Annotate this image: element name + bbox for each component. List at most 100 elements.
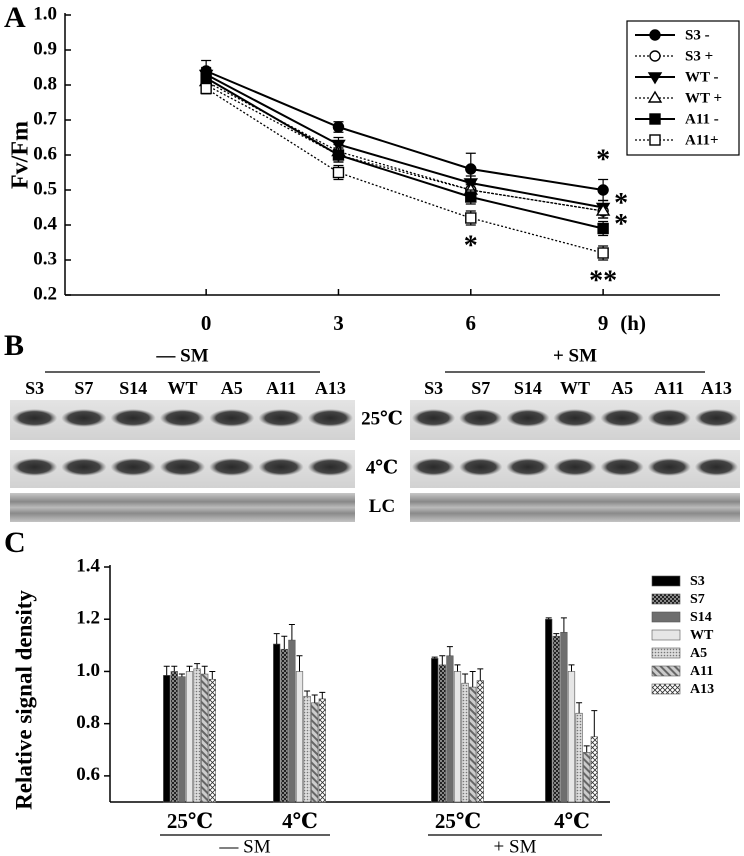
- legend-label: WT -: [685, 69, 718, 85]
- marker: [597, 184, 609, 196]
- x-tick-label: 25℃: [167, 809, 213, 833]
- band: [459, 458, 503, 476]
- error-bar: [178, 673, 185, 677]
- legend-label: A11 -: [685, 111, 719, 127]
- lane-label: S14: [514, 378, 542, 398]
- error-bar: [583, 745, 590, 753]
- band: [553, 458, 597, 476]
- error-bar: [568, 664, 575, 672]
- y-tick-label: 0.3: [33, 248, 57, 269]
- y-tick-label: 0.5: [33, 178, 57, 199]
- band: [11, 458, 58, 476]
- legend-label: A13: [690, 682, 714, 697]
- group-label: + SM: [494, 836, 537, 856]
- lane-label: WT: [167, 378, 197, 398]
- x-tick-label: 4℃: [554, 809, 590, 833]
- band: [553, 409, 597, 427]
- lane-label: A5: [611, 378, 633, 398]
- bar: [273, 643, 281, 803]
- band: [159, 458, 206, 476]
- band: [411, 458, 456, 476]
- series: [200, 59, 609, 202]
- legend-marker: [649, 113, 661, 125]
- legend-label: S14: [690, 610, 712, 625]
- series-line: [205, 80, 604, 212]
- band: [506, 458, 550, 476]
- error-bar: [273, 633, 280, 645]
- y-axis-title: Fv/Fm: [8, 121, 34, 189]
- legend-marker: [647, 72, 663, 85]
- x-tick-label: 4℃: [282, 809, 318, 833]
- band: [694, 409, 739, 427]
- bar: [170, 671, 178, 803]
- y-tick-label: 0.4: [33, 213, 57, 234]
- x-tick-label: 6: [466, 311, 477, 335]
- band: [506, 409, 550, 427]
- marker: [465, 191, 477, 203]
- annotation: *: [614, 209, 628, 240]
- bar: [476, 680, 484, 803]
- series-line: [205, 73, 604, 209]
- legend-marker: [647, 90, 663, 103]
- blot-strip: [410, 493, 740, 522]
- lane-label: A11: [266, 378, 296, 398]
- lane-label: S3: [424, 378, 443, 398]
- legend-swatch: [651, 647, 681, 659]
- error-bar: [469, 670, 476, 688]
- y-tick-label: 0.7: [33, 108, 57, 129]
- bar: [446, 655, 454, 803]
- panel-label: C: [4, 526, 26, 559]
- group-label: — SM: [218, 836, 270, 856]
- error-bar: [446, 646, 453, 656]
- error-bar: [163, 665, 170, 676]
- series: [198, 66, 611, 216]
- y-axis-title: Relative signal density: [11, 590, 36, 810]
- band: [600, 458, 644, 476]
- lane-label: S7: [74, 378, 93, 398]
- band: [110, 409, 156, 427]
- legend-label: S3 -: [685, 27, 710, 43]
- group-label: + SM: [553, 345, 597, 366]
- lane-label: A13: [701, 378, 732, 398]
- error-bar: [462, 673, 469, 684]
- error-bar: [454, 664, 461, 672]
- error-bar: [311, 694, 318, 703]
- error-bar: [439, 655, 446, 665]
- legend-label: WT: [690, 628, 714, 643]
- y-tick-label: 0.8: [33, 73, 57, 94]
- band: [647, 409, 691, 427]
- legend-label: S7: [690, 592, 705, 607]
- bar: [185, 671, 194, 803]
- legend-label: A11: [690, 664, 713, 679]
- panel-label: A: [4, 1, 26, 34]
- bar: [567, 671, 576, 803]
- legend-label: WT +: [685, 90, 722, 106]
- marker: [200, 82, 212, 95]
- bar: [590, 736, 598, 803]
- band: [61, 458, 107, 476]
- legend-label: A5: [690, 646, 707, 661]
- legend-swatch: [651, 665, 681, 677]
- y-tick-label: 0.8: [76, 712, 100, 733]
- error-bar: [171, 665, 178, 672]
- y-tick-label: 0.9: [33, 38, 57, 59]
- marker: [597, 222, 609, 235]
- band: [110, 458, 156, 476]
- error-bar: [319, 691, 326, 699]
- bar: [560, 631, 568, 803]
- lane-label: A13: [315, 378, 346, 398]
- band: [600, 409, 644, 427]
- error-bar: [591, 710, 598, 737]
- legend-marker: [649, 134, 661, 146]
- legend-box: [626, 20, 740, 156]
- lane-label: S3: [25, 378, 44, 398]
- blot-strip: [10, 493, 355, 522]
- band: [258, 458, 304, 476]
- marker: [465, 163, 477, 175]
- band: [209, 409, 255, 427]
- series-line: [205, 84, 604, 212]
- error-bar: [288, 623, 295, 641]
- bar: [575, 712, 583, 803]
- y-tick-label: 0.2: [33, 283, 57, 304]
- legend-label: S3: [690, 574, 705, 589]
